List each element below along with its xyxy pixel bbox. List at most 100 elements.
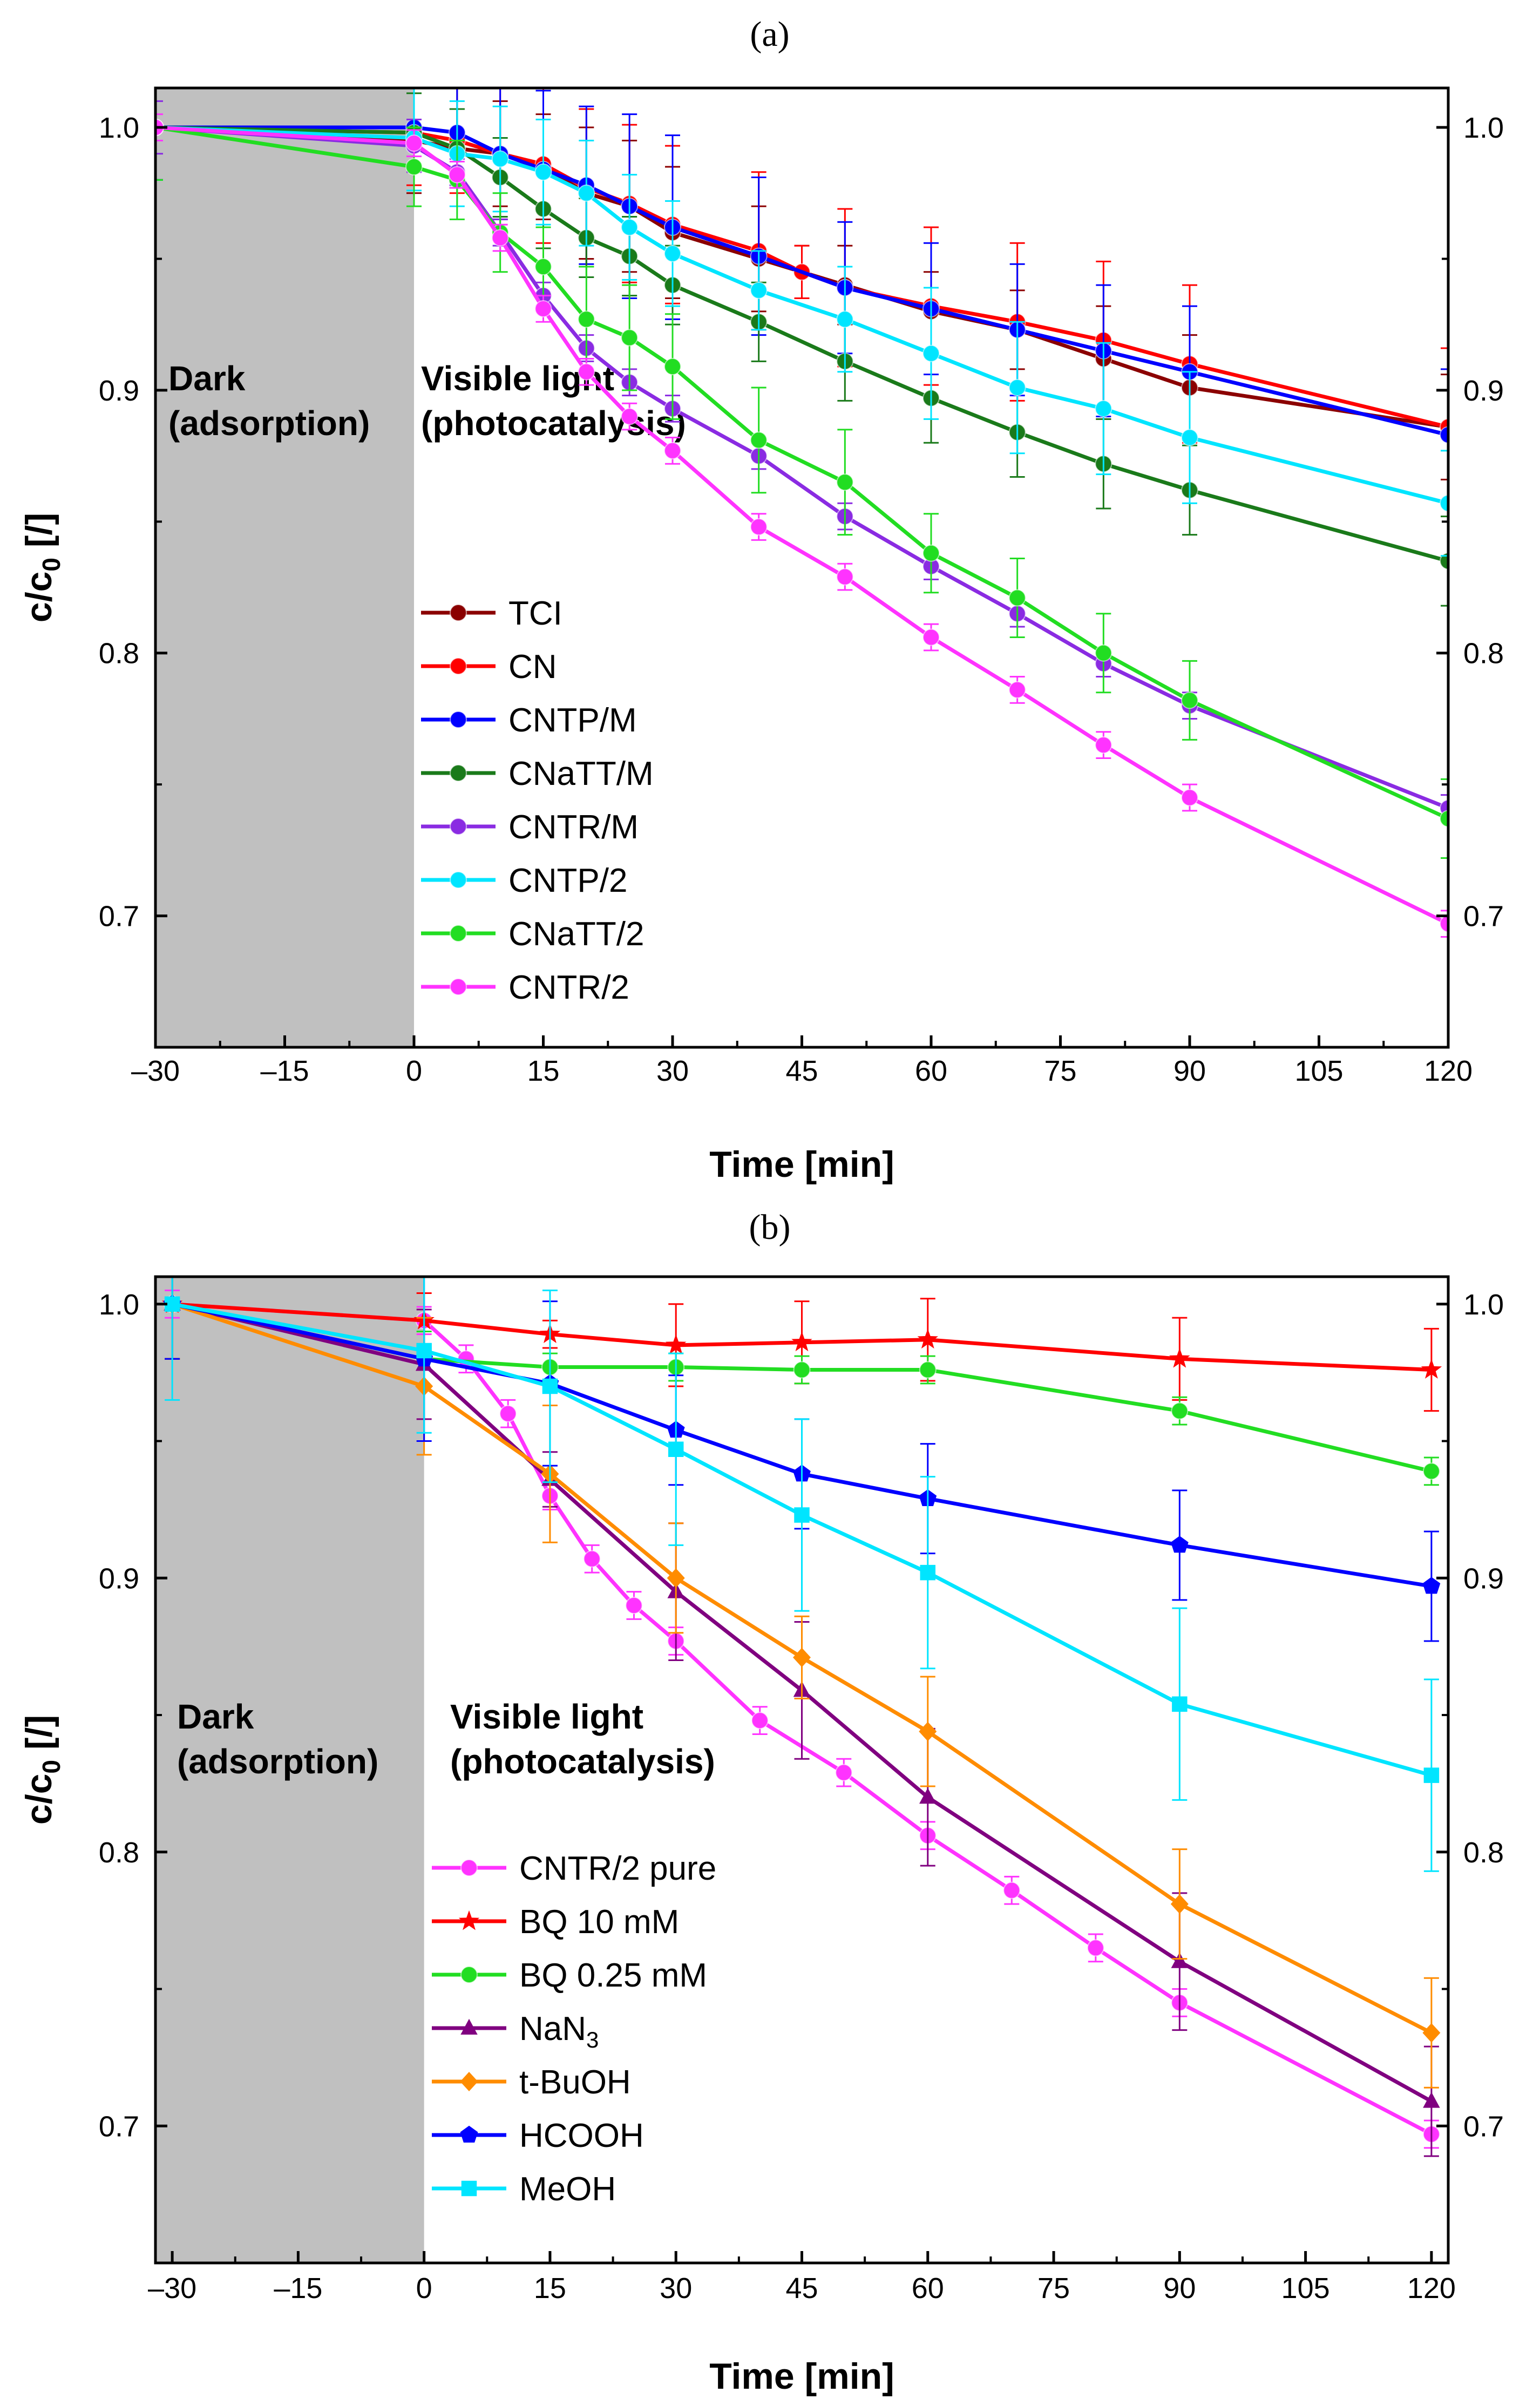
data-point (1008, 589, 1026, 607)
series-meoh (164, 1277, 1440, 1872)
legend-marker (450, 818, 467, 835)
x-tick-label: 30 (656, 1055, 689, 1087)
legend-item: CNTR/M (421, 809, 639, 846)
data-point (836, 310, 854, 328)
data-point (1003, 1881, 1021, 1899)
y-tick-label-right: 0.8 (1463, 1836, 1504, 1869)
data-layer (155, 88, 1448, 938)
data-point (621, 408, 639, 425)
legend-item: CNaTT/M (421, 755, 654, 792)
legend-item: HCOOH (432, 2117, 644, 2154)
data-point (836, 473, 854, 491)
x-tick-label: 45 (785, 2272, 818, 2305)
legend-marker (460, 1966, 478, 1983)
x-tick-label: –30 (131, 1055, 180, 1087)
legend-label: t-BuOH (519, 2064, 631, 2101)
legend-marker (450, 658, 467, 675)
legend-label: CN (508, 648, 557, 686)
data-point (1172, 1696, 1188, 1712)
panel-a: (a)Dark(adsorption)Visible light(photoca… (18, 15, 1504, 1185)
data-point (793, 1361, 811, 1379)
data-point (1087, 1939, 1104, 1957)
x-tick-label: –15 (260, 1055, 309, 1087)
legend-item: NaN3 (432, 2010, 599, 2052)
series-line (172, 1302, 1433, 2035)
data-point (578, 184, 595, 202)
data-point (1422, 1577, 1441, 1594)
dark-annotation: Dark (168, 359, 246, 398)
x-tick-label: 45 (785, 1055, 818, 1087)
dark-region-shading (155, 1277, 424, 2263)
legend-label-text: CNaTT/2 (508, 916, 644, 953)
x-tick-label: 105 (1294, 1055, 1343, 1087)
data-point (542, 1378, 558, 1394)
data-point (1170, 1894, 1189, 1914)
legend-label: MeOH (519, 2171, 616, 2208)
data-point (1095, 736, 1112, 754)
y-tick-label-left: 0.7 (99, 2110, 139, 2143)
legend-item: CNTR/2 pure (432, 1850, 716, 1887)
dark-region-shading (155, 88, 414, 1047)
data-point (534, 163, 552, 181)
legend-marker (461, 2180, 477, 2197)
data-point (919, 1361, 937, 1379)
y-axis-label: c/c0 [/] (18, 1715, 65, 1825)
data-point (534, 258, 552, 276)
legend-item: CNTR/2 (421, 969, 629, 1006)
legend-item: BQ 10 mM (432, 1903, 679, 1941)
legend-label: HCOOH (519, 2117, 644, 2154)
dark-annotation: (adsorption) (177, 1742, 378, 1781)
data-point (1440, 915, 1448, 933)
x-tick-label: 90 (1163, 2272, 1196, 2305)
y-axis-label-subscript: 0 (37, 558, 65, 572)
data-point (578, 363, 595, 381)
series-line (172, 1302, 1432, 1778)
data-point (1181, 429, 1198, 446)
x-tick-label: 120 (1407, 2272, 1456, 2305)
light-annotation: (photocatalysis) (421, 404, 686, 443)
y-axis-label-unit: [/] (18, 513, 59, 558)
data-point (1440, 494, 1448, 512)
series-line (172, 1302, 1432, 1372)
data-point (750, 431, 768, 449)
legend-label: CNTP/2 (508, 862, 627, 899)
y-tick-label-left: 1.0 (99, 1289, 139, 1321)
data-point (625, 1597, 643, 1614)
legend-label: BQ 10 mM (519, 1903, 679, 1941)
data-point (793, 1648, 811, 1668)
series-line (172, 1302, 1432, 1473)
data-point (1440, 810, 1448, 828)
data-point (164, 1296, 180, 1312)
panel-label: (a) (750, 15, 789, 54)
data-point (919, 1722, 937, 1741)
data-point (491, 150, 509, 168)
x-tick-label: 75 (1037, 2272, 1070, 2305)
data-point (836, 568, 854, 586)
data-point (664, 245, 681, 262)
data-point (1008, 379, 1026, 397)
series-cntr-2 (155, 113, 1448, 938)
dark-annotation: (adsorption) (168, 404, 370, 443)
x-axis-label: Time [min] (709, 1144, 894, 1185)
data-point (922, 344, 940, 362)
data-point (1095, 644, 1112, 662)
y-axis-label-unit: [/] (18, 1715, 59, 1760)
legend-label: CNTR/2 (508, 969, 629, 1006)
legend-marker (450, 978, 467, 995)
legend-label-text: BQ 10 mM (519, 1903, 679, 1941)
data-point (1171, 1952, 1189, 1968)
data-point (405, 134, 423, 152)
legend-item: BQ 0.25 mM (432, 1957, 707, 1994)
data-point (922, 544, 940, 562)
data-point (667, 1568, 685, 1588)
legend-marker (450, 925, 467, 942)
legend-label-text: MeOH (519, 2171, 616, 2208)
legend-item: CNTP/M (421, 702, 637, 739)
data-point (750, 281, 768, 299)
legend-label-text: HCOOH (519, 2117, 644, 2154)
data-point (1440, 426, 1448, 444)
legend-label-text: CNTR/2 (508, 969, 629, 1006)
dark-annotation: Dark (177, 1697, 254, 1736)
x-tick-label: 105 (1281, 2272, 1330, 2305)
x-tick-label: 30 (660, 2272, 692, 2305)
